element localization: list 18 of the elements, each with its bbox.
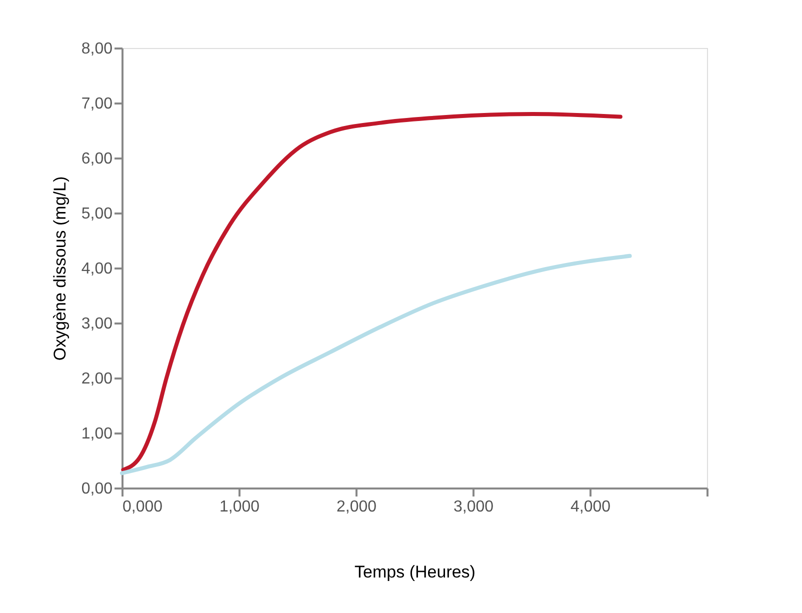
y-axis-title: Oxygène dissous (mg/L): [50, 176, 70, 361]
y-tick-label: 0,00: [81, 480, 113, 498]
x-tick-label: 3,000: [453, 498, 494, 516]
y-tick-label: 8,00: [81, 40, 113, 58]
x-tick-label: 0,000: [122, 498, 163, 516]
y-tick-label: 5,00: [81, 206, 113, 222]
y-tick-label: 2,00: [81, 370, 113, 388]
line-series: [120, 254, 632, 476]
y-tick-label: 6,00: [81, 150, 113, 168]
y-tick-label: 4,00: [81, 260, 113, 278]
y-tick-label: 7,00: [81, 96, 113, 112]
x-tick-label: 4,000: [570, 498, 611, 516]
y-tick-label: 1,00: [81, 426, 113, 442]
x-axis-title: Temps (Heures): [354, 562, 476, 582]
x-tick-label: 1,000: [219, 498, 260, 516]
x-tick-label: 2,000: [336, 498, 377, 516]
line-series: [121, 112, 622, 472]
y-tick-label: 3,00: [81, 316, 113, 332]
